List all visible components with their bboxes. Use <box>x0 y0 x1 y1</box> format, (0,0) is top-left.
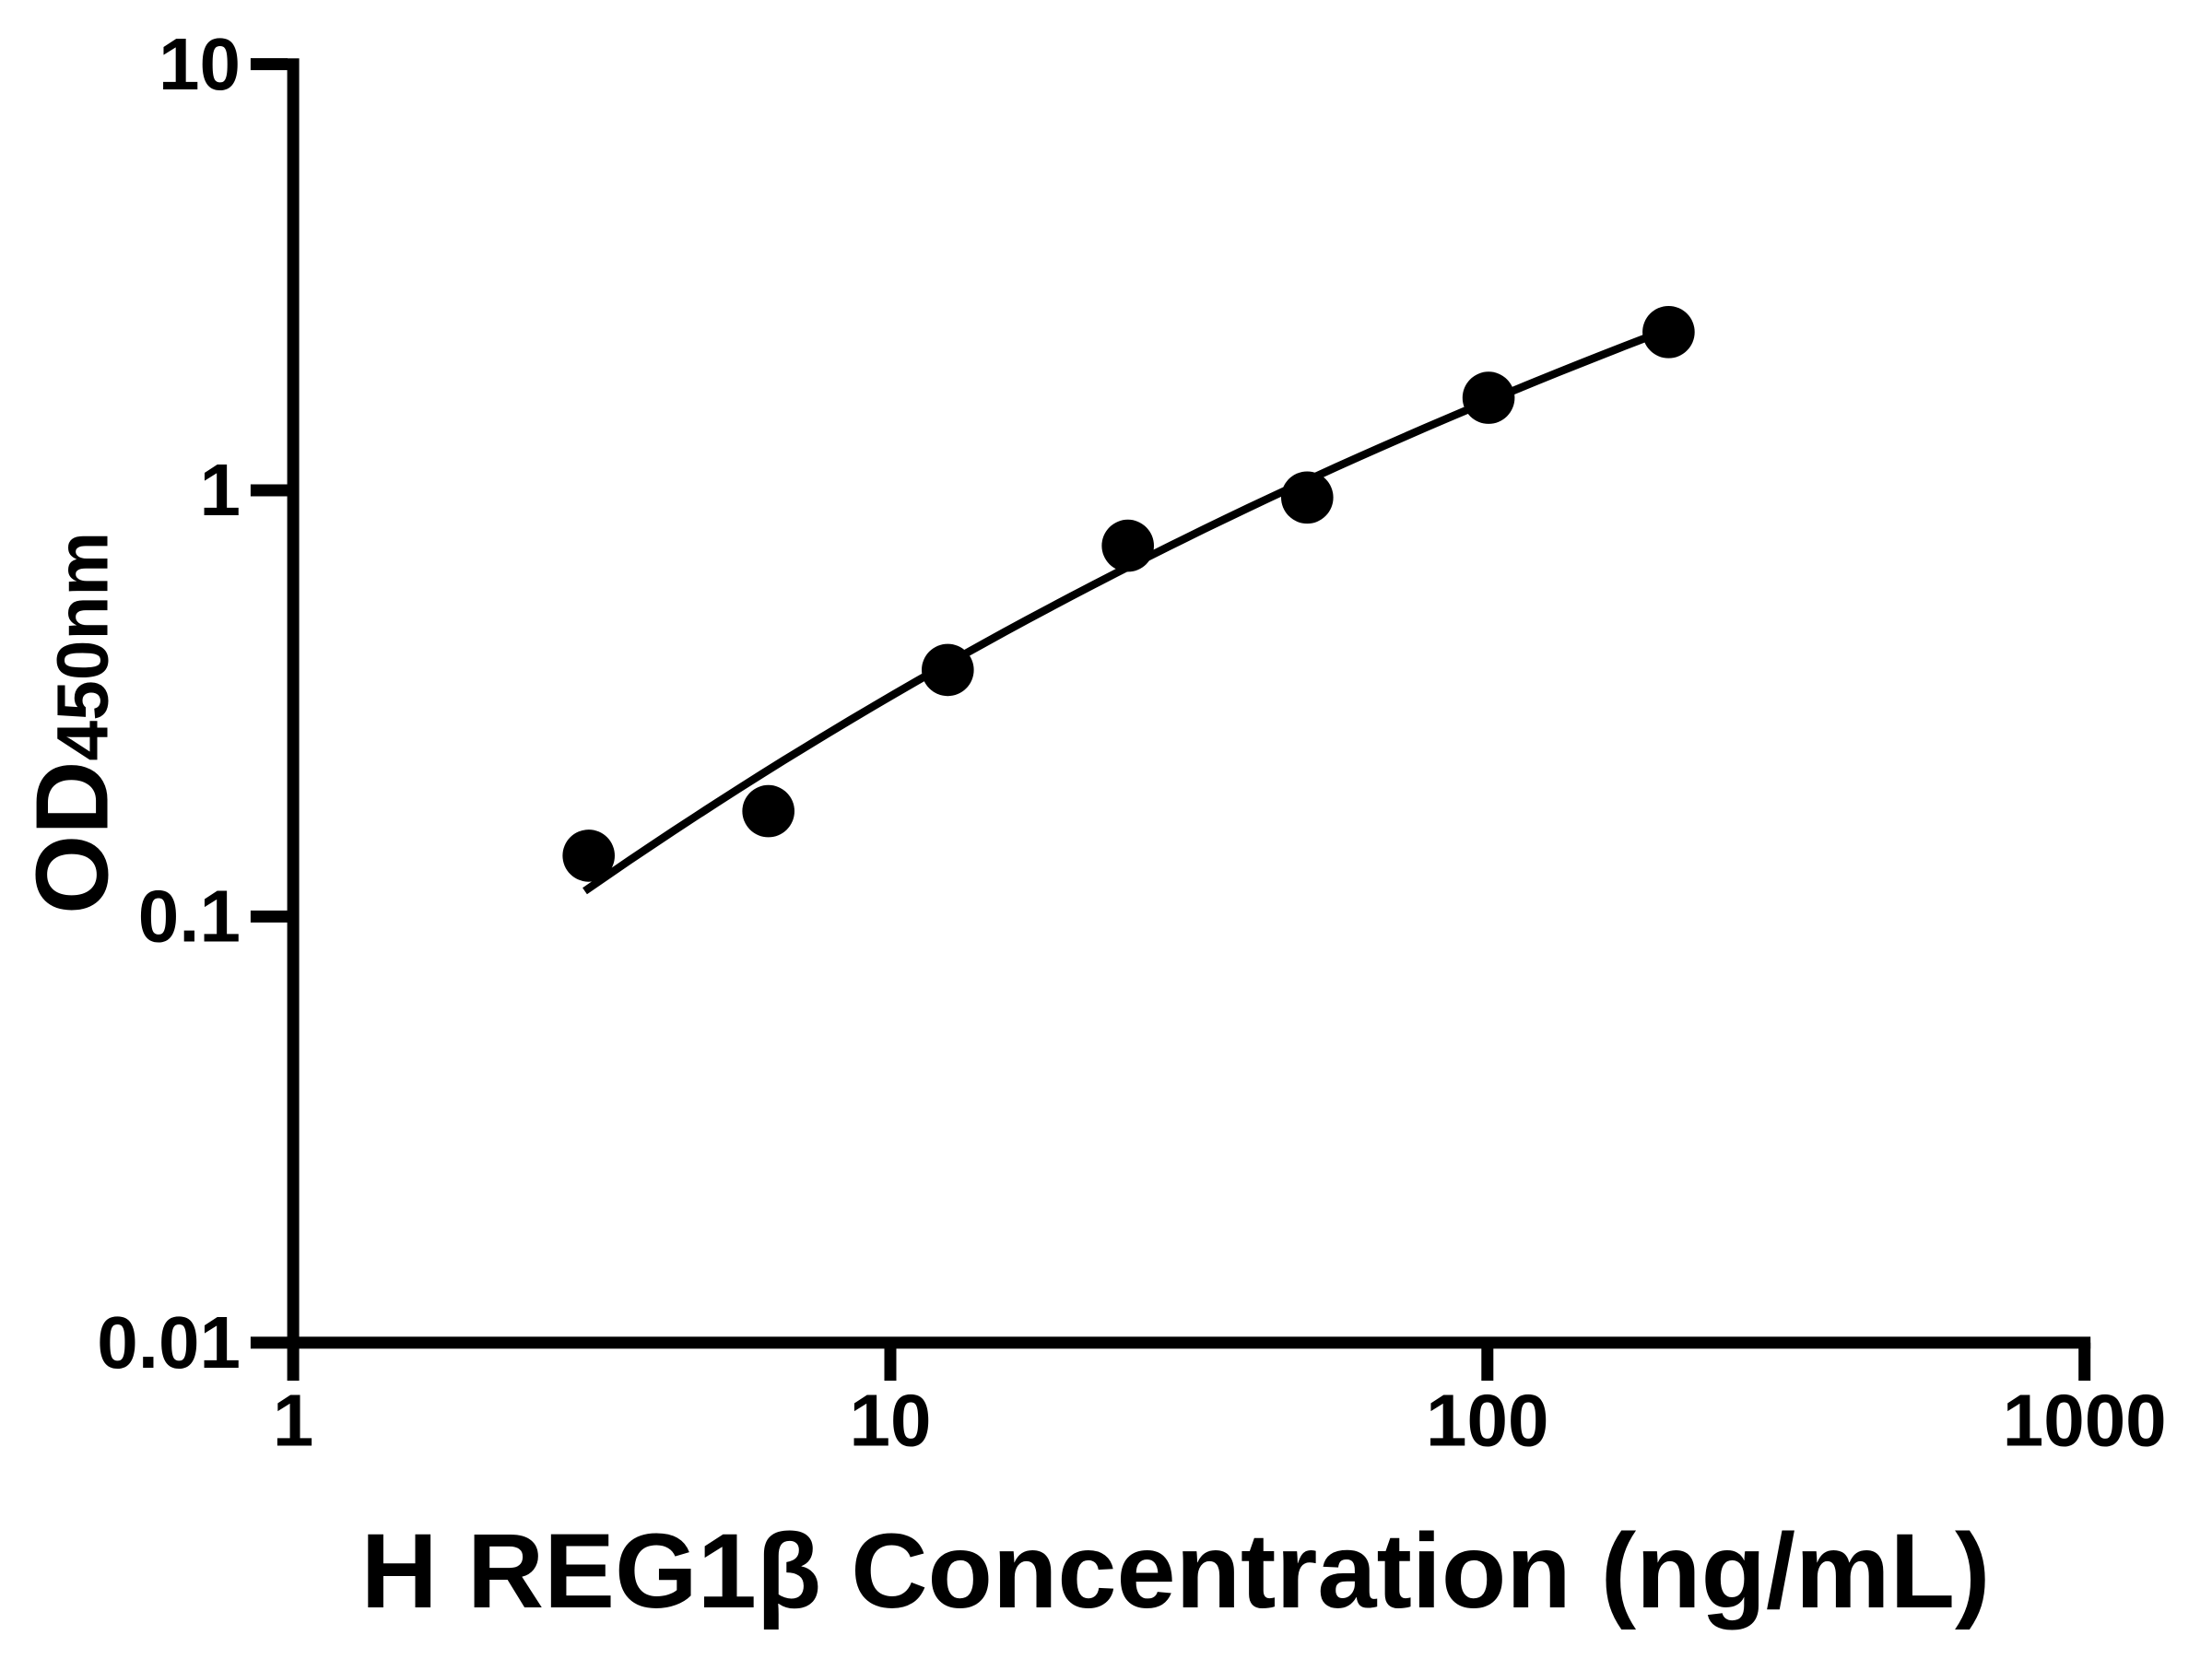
svg-text:1: 1 <box>273 1380 314 1462</box>
svg-text:H REG1β Concentration (ng/mL): H REG1β Concentration (ng/mL) <box>361 1512 1991 1630</box>
svg-text:1000: 1000 <box>2003 1380 2167 1462</box>
svg-text:OD450nm: OD450nm <box>15 532 129 914</box>
svg-text:10: 10 <box>159 23 241 105</box>
svg-text:10: 10 <box>850 1380 932 1462</box>
svg-text:0.01: 0.01 <box>97 1301 241 1383</box>
svg-text:100: 100 <box>1426 1380 1548 1462</box>
svg-text:1: 1 <box>200 449 241 531</box>
svg-text:0.1: 0.1 <box>138 876 241 958</box>
